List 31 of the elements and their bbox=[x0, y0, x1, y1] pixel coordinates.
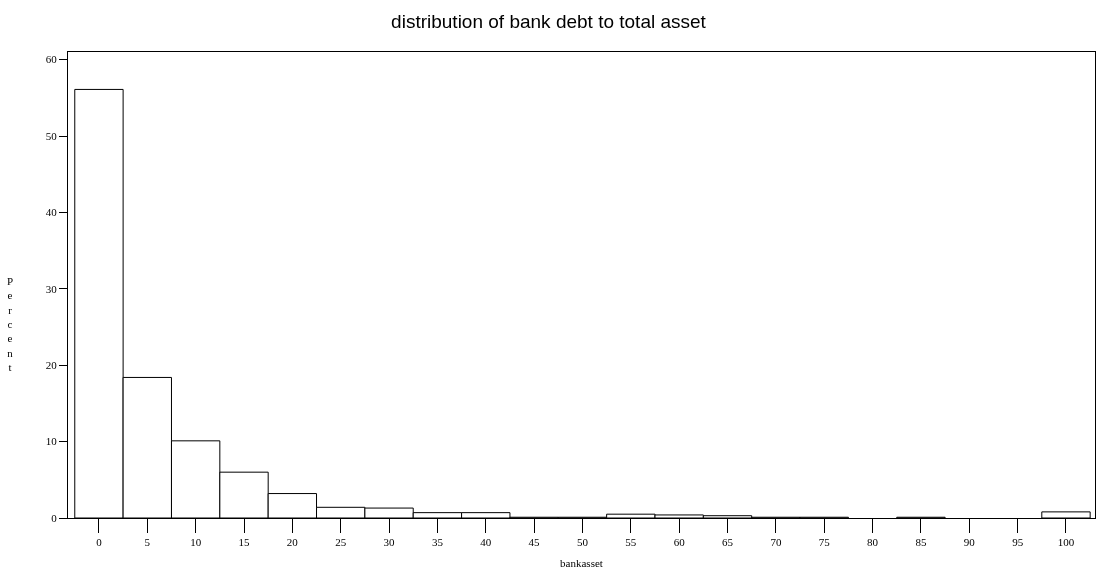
y-axis-title: Percent bbox=[6, 275, 14, 373]
x-tick-label: 55 bbox=[625, 536, 637, 549]
x-tick-label: 95 bbox=[1012, 536, 1024, 549]
x-tick-label: 0 bbox=[96, 536, 103, 549]
x-tick-label: 30 bbox=[383, 536, 396, 549]
y-tick-label: 40 bbox=[45, 206, 58, 219]
chart-title: distribution of bank debt to total asset bbox=[391, 10, 707, 32]
y-tick-label: 20 bbox=[45, 359, 58, 372]
y-tick-label: 0 bbox=[51, 511, 58, 524]
x-tick-label: 70 bbox=[770, 536, 782, 549]
x-tick-label: 5 bbox=[144, 536, 151, 549]
x-tick-label: 50 bbox=[576, 536, 589, 549]
x-tick-label: 85 bbox=[915, 536, 927, 549]
y-tick-label: 50 bbox=[45, 129, 58, 142]
x-tick-label: 35 bbox=[431, 536, 444, 549]
x-tick-label: 45 bbox=[528, 536, 541, 549]
y-tick-label: 60 bbox=[45, 53, 58, 66]
x-tick-label: 75 bbox=[818, 536, 831, 549]
x-tick-label: 90 bbox=[963, 536, 976, 549]
x-tick-label: 15 bbox=[238, 536, 250, 549]
y-tick-label: 30 bbox=[45, 282, 58, 295]
x-tick-label: 25 bbox=[335, 536, 347, 549]
x-tick-label: 65 bbox=[722, 536, 734, 549]
x-tick-label: 100 bbox=[1057, 536, 1075, 549]
x-tick-label: 10 bbox=[190, 536, 202, 549]
x-tick-label: 80 bbox=[867, 536, 879, 549]
x-tick-label: 40 bbox=[480, 536, 492, 549]
x-tick-label: 60 bbox=[673, 536, 686, 549]
x-axis-title: bankasset bbox=[560, 557, 603, 570]
y-tick-label: 10 bbox=[45, 435, 58, 448]
x-tick-label: 20 bbox=[286, 536, 299, 549]
